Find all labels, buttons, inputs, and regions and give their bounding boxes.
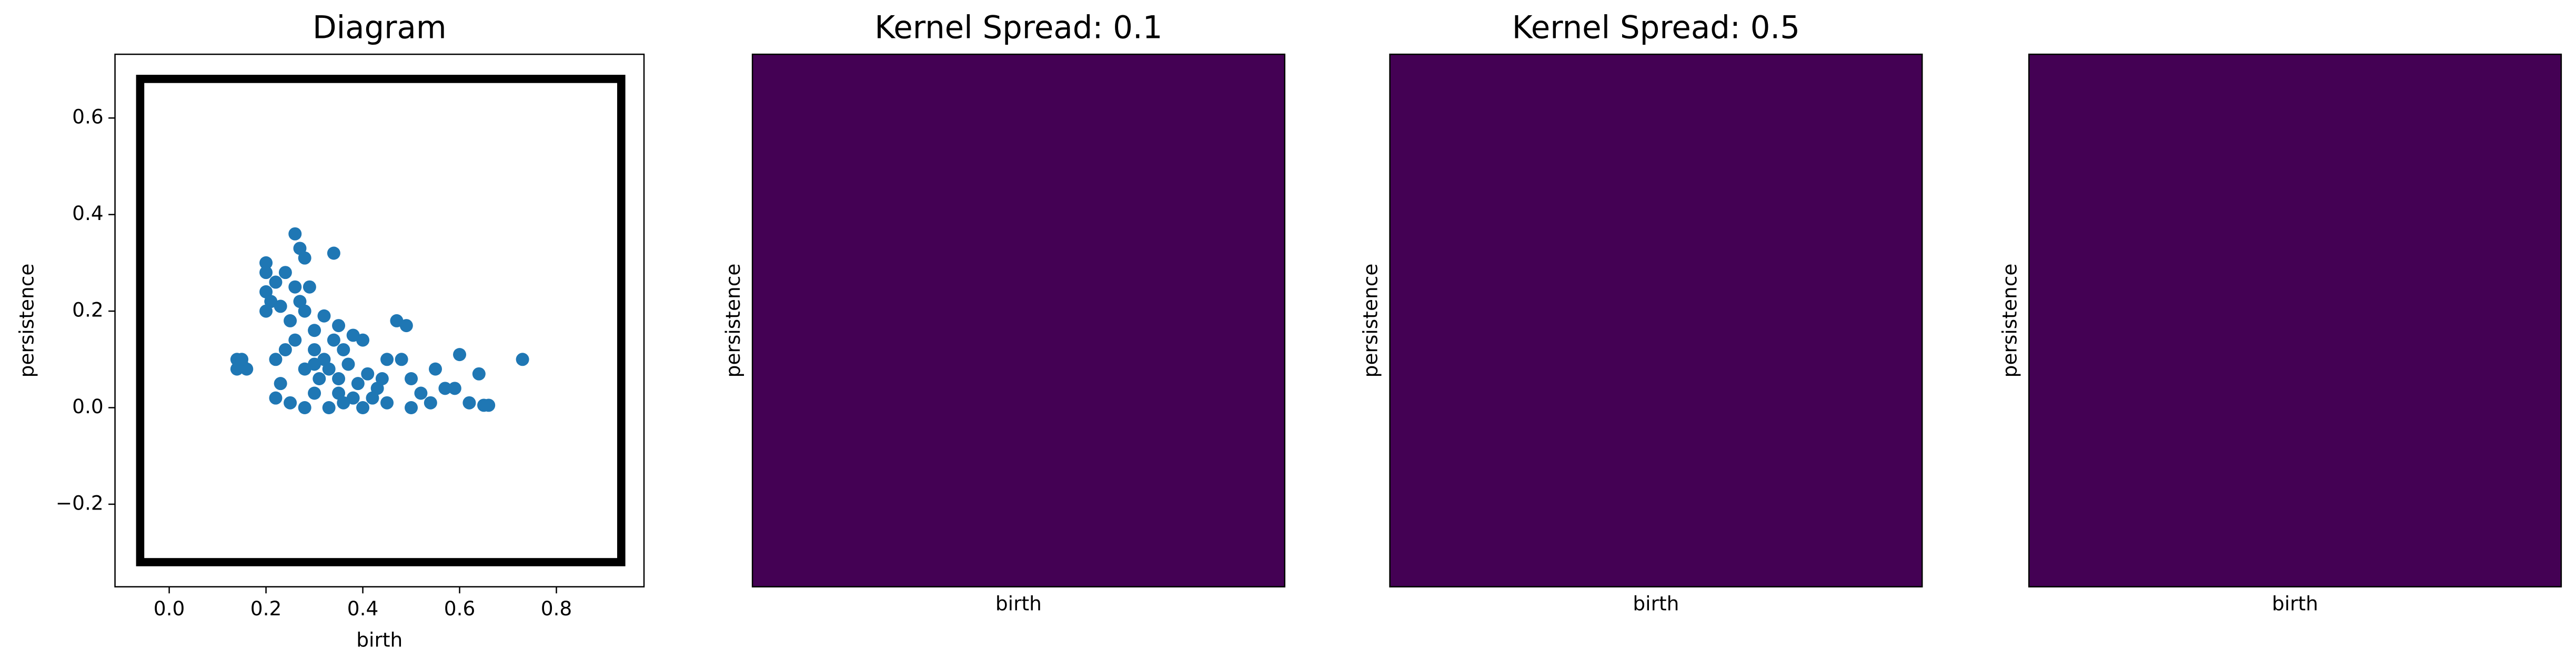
chart-title: Kernel Spread: 0.1 — [874, 9, 1162, 45]
scatter-point — [390, 314, 404, 327]
scatter-point — [429, 362, 442, 376]
scatter-point — [351, 377, 365, 391]
scatter-point — [399, 319, 413, 333]
scatter-point — [361, 367, 375, 381]
scatter-point — [259, 266, 273, 279]
scatter-point — [327, 333, 340, 347]
scatter-point — [337, 343, 350, 356]
scatter-point — [424, 396, 437, 410]
scatter-point — [303, 280, 316, 294]
scatter-point — [313, 372, 326, 385]
scatter-point — [438, 382, 452, 395]
scatter-point — [298, 401, 311, 415]
frame — [136, 75, 626, 566]
x-axis-label: birth — [1633, 592, 1679, 615]
x-tick-label: 0.4 — [347, 597, 379, 620]
scatter-point — [366, 391, 379, 405]
x-axis-label: birth — [995, 592, 1042, 615]
scatter-point — [405, 372, 418, 385]
y-tick-label: 0.6 — [72, 105, 104, 128]
scatter-point — [274, 299, 287, 313]
y-tick-label: 0.2 — [72, 298, 104, 322]
scatter-point — [482, 398, 496, 412]
scatter-point — [341, 357, 355, 371]
image — [2028, 53, 2562, 588]
scatter-point — [462, 396, 476, 410]
scatter-point — [332, 386, 346, 400]
y-axis-label: persistence — [1998, 264, 2021, 378]
image — [751, 53, 1286, 588]
y-axis-label: persistence — [1359, 264, 1382, 378]
scatter-point — [269, 275, 283, 289]
scatter-point — [322, 362, 336, 376]
scatter-point — [278, 343, 292, 356]
chart-title: Kernel Spread: 0.5 — [1512, 9, 1800, 45]
scatter-point — [298, 304, 311, 318]
scatter-point — [284, 396, 297, 410]
scatter-point — [322, 401, 336, 415]
scatter-point — [288, 280, 302, 294]
scatter-point — [332, 319, 346, 333]
y-axis-label: persistence — [15, 264, 38, 378]
scatter-point — [259, 256, 273, 269]
scatter-point — [332, 372, 346, 385]
scatter-point — [284, 314, 297, 327]
y-tick-label: −0.2 — [56, 491, 104, 514]
scatter-point — [259, 304, 273, 318]
scatter-point — [274, 377, 287, 391]
scatter-point — [346, 328, 360, 342]
scatter-point — [269, 353, 283, 366]
scatter-point — [288, 333, 302, 347]
scatter-point — [308, 386, 321, 400]
x-tick-label: 0.8 — [541, 597, 572, 620]
scatter-point — [278, 266, 292, 279]
plot-area — [115, 54, 645, 587]
scatter-point — [317, 309, 331, 323]
image — [1389, 53, 1923, 588]
axes-border — [114, 53, 645, 588]
x-tick-label: 0.2 — [250, 597, 282, 620]
scatter-point — [448, 382, 461, 395]
x-axis-label: birth — [2272, 592, 2318, 615]
scatter-point — [269, 391, 283, 405]
scatter-point — [395, 353, 408, 366]
scatter-point — [356, 333, 370, 347]
x-tick-label: 0.6 — [444, 597, 476, 620]
scatter-point — [414, 386, 428, 400]
scatter-point — [453, 348, 467, 362]
y-tick-label: 0.0 — [72, 395, 104, 418]
scatter-point — [327, 246, 340, 260]
scatter-point — [380, 396, 394, 410]
scatter-point — [308, 343, 321, 356]
scatter-point — [375, 372, 389, 385]
scatter-point — [235, 353, 249, 366]
y-axis-label: persistence — [721, 264, 744, 378]
scatter-point — [380, 353, 394, 366]
x-axis-label: birth — [356, 628, 402, 651]
scatter-point — [356, 401, 370, 415]
scatter-point — [308, 357, 321, 371]
x-tick-label: 0.0 — [154, 597, 185, 620]
scatter-point — [346, 391, 360, 405]
scatter-point — [472, 367, 486, 381]
scatter-point — [298, 251, 311, 265]
scatter-point — [405, 401, 418, 415]
scatter-point — [298, 362, 311, 376]
scatter-point — [288, 227, 302, 241]
chart-title: Diagram — [313, 9, 447, 45]
y-tick-label: 0.4 — [72, 202, 104, 225]
scatter-point — [516, 353, 529, 366]
scatter-point — [308, 324, 321, 337]
